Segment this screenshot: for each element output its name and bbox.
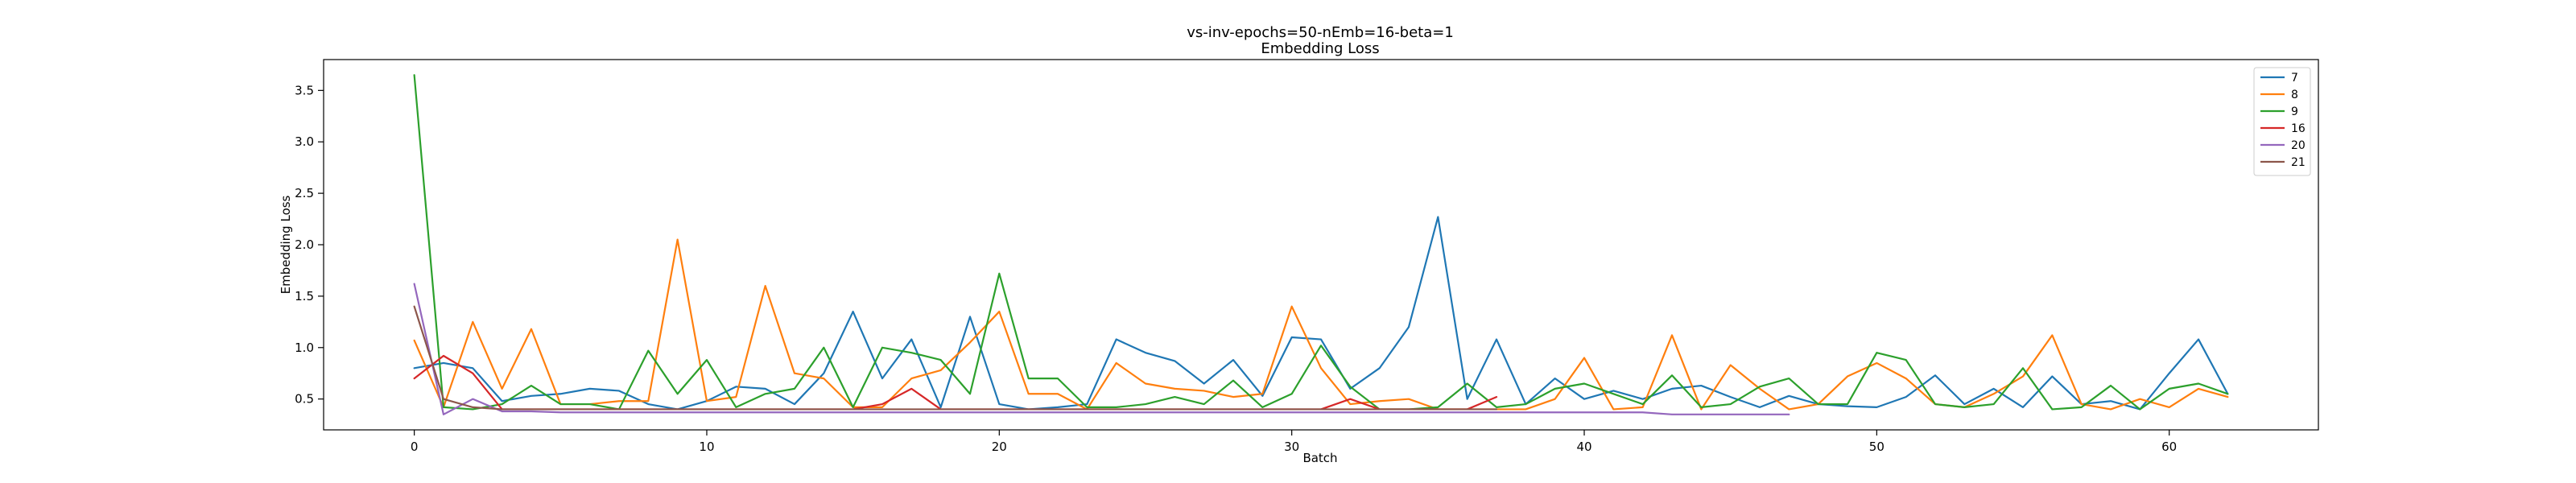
legend-label: 9 xyxy=(2291,105,2298,118)
x-tick-label: 30 xyxy=(1284,440,1299,454)
x-tick-label: 10 xyxy=(699,440,714,454)
series-line-8 xyxy=(413,238,2229,411)
y-tick-label: 3.5 xyxy=(295,83,314,97)
chart-title: vs-inv-epochs=50-nEmb=16-beta=1 xyxy=(1187,24,1454,41)
y-tick-label: 2.0 xyxy=(295,237,314,252)
series-layer xyxy=(413,74,2229,415)
x-tick-label: 50 xyxy=(1869,440,1885,454)
y-axis-label: Embedding Loss xyxy=(279,195,293,294)
x-axis-label: Batch xyxy=(1302,451,1337,465)
legend-label: 16 xyxy=(2291,122,2306,135)
legend-label: 7 xyxy=(2291,72,2298,85)
y-tick-label: 2.5 xyxy=(295,186,314,200)
series-line-7 xyxy=(413,216,2229,411)
x-axis: 0 10 20 30 40 50 60 xyxy=(411,430,2177,454)
legend-label: 8 xyxy=(2291,89,2298,101)
y-tick-label: 1.0 xyxy=(295,341,314,355)
y-tick-label: 1.5 xyxy=(295,289,314,303)
legend-label: 21 xyxy=(2291,156,2306,169)
x-tick-label: 20 xyxy=(992,440,1007,454)
x-tick-label: 40 xyxy=(1576,440,1591,454)
chart-subtitle: Embedding Loss xyxy=(1261,40,1379,57)
legend: 7 8 9 16 20 21 xyxy=(2253,67,2311,176)
series-line-9 xyxy=(413,74,2229,411)
y-axis: 0.5 1.0 1.5 2.0 2.5 3.0 3.5 xyxy=(295,83,324,407)
plot-area xyxy=(323,59,2319,431)
y-tick-label: 3.0 xyxy=(295,134,314,149)
x-tick-label: 0 xyxy=(411,440,419,454)
legend-label: 20 xyxy=(2291,139,2306,152)
x-tick-label: 60 xyxy=(2161,440,2177,454)
series-line-21 xyxy=(413,305,1498,411)
y-tick-label: 0.5 xyxy=(295,392,314,407)
series-line-20 xyxy=(413,283,1790,415)
